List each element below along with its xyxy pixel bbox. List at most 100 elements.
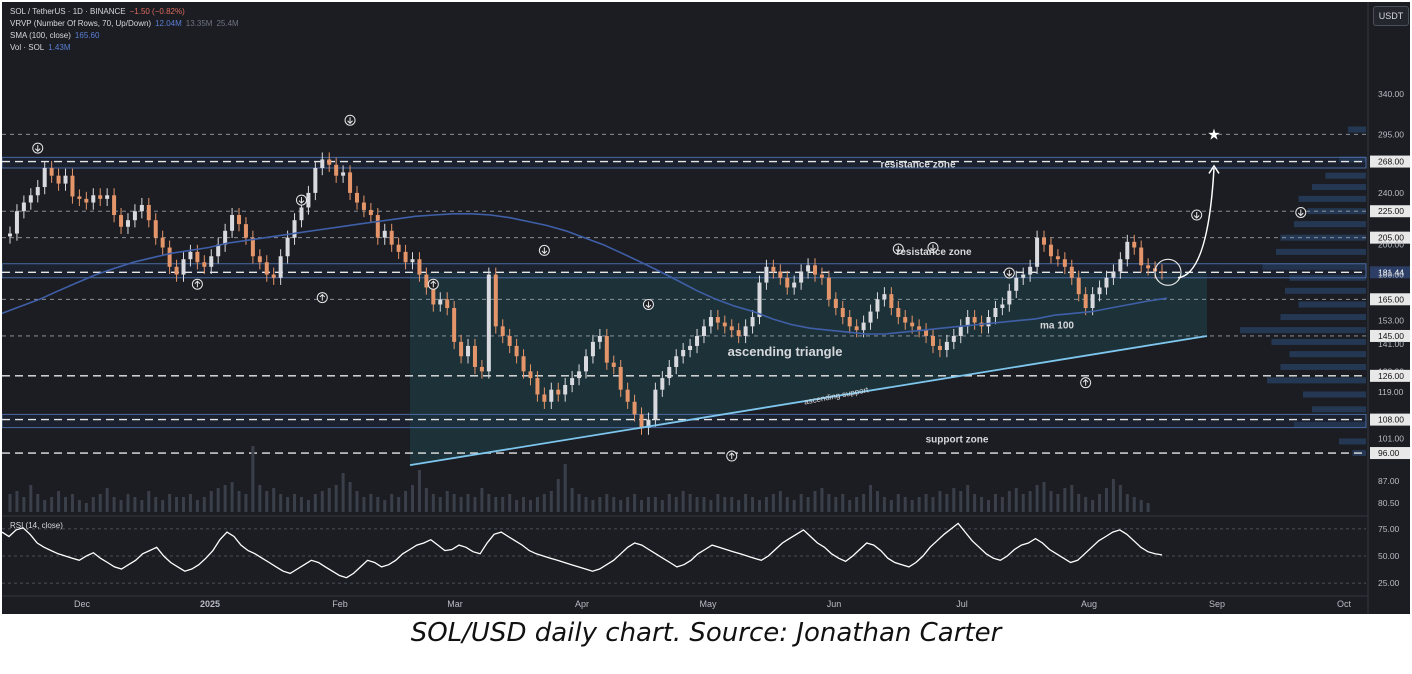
volume-bar [397,497,401,512]
volume-bar [195,500,199,512]
candle-body [799,271,804,283]
volume-bar [723,497,727,512]
candle-body [1042,237,1047,245]
candle-body [209,256,214,267]
volume-bar [1000,497,1004,512]
candle-body [708,317,713,327]
volume-bar [598,497,602,512]
candle-body [348,172,353,193]
volume-bar [792,500,796,512]
volume-bar [320,491,324,512]
volume-profile-bar [1348,126,1366,133]
volume-bar [383,500,387,512]
price-tick-level: 205.00 [1378,233,1404,243]
candle-body [98,195,103,199]
volume-bar [674,497,678,512]
rsi-line [2,522,1163,579]
volume-bar [154,497,158,512]
volume-profile-bar [1303,391,1366,398]
candle-body [965,317,970,327]
volume-bar [799,494,803,512]
ascending-triangle-area [410,272,1207,466]
candle-body [577,371,582,379]
volume-bar [952,488,956,512]
volume-bar [848,500,852,512]
candle-body [930,335,935,346]
currency-button[interactable]: USDT [1373,6,1409,26]
volume-bar [1035,485,1039,512]
candle-body [438,299,443,305]
volume-bar [653,497,657,512]
volume-bar [459,497,463,512]
price-tick: 200.00 [1378,240,1404,250]
volume-bar [265,491,269,512]
candle-body [1035,237,1040,267]
volume-bar [411,485,415,512]
projection-arrow [1177,167,1215,279]
price-tick-level: 96.00 [1378,448,1400,458]
price-tick: 87.00 [1378,476,1400,486]
candle-body [112,195,117,216]
candle-body [757,282,762,318]
volume-bar [709,500,713,512]
candle-body [972,317,977,323]
volume-profile-bar [1294,221,1366,228]
volume-bar [785,497,789,512]
price-chart[interactable]: ★ resistance zone resistance zone ascending… [2,2,1410,614]
volume-bar [341,473,345,512]
candle-body [500,326,505,336]
candle-body [493,274,498,327]
candle-body [1000,304,1005,309]
candle-body [688,345,693,351]
volume-bar [230,482,234,512]
volume-profile-bar [1280,314,1366,321]
level-tag [1370,293,1410,306]
volume-bar [862,494,866,512]
volume-bar [369,494,373,512]
volume-bar [22,497,26,512]
volume-bar [1098,494,1102,512]
volume-bar [8,494,12,512]
candle-body [181,259,186,275]
volume-bar [313,494,317,512]
candle-body [729,326,734,331]
ma-100-line [2,213,1168,335]
time-tick: Oct [1337,599,1352,609]
candle-body [271,274,276,278]
candle-body [21,202,26,212]
volume-profile-bar [1339,156,1366,163]
candle-body [1007,290,1012,305]
top-marker-icon-arrow [34,145,41,152]
candle-body [868,311,873,323]
candle-body [861,322,866,331]
candle-body [472,345,477,367]
volume-bar [98,494,102,512]
candle-body [278,256,283,278]
candle-body [993,308,998,318]
volume-bar [980,497,984,512]
volume-bar [751,497,755,512]
price-tick-current: 181.44 [1378,267,1404,277]
candle-body [660,378,665,390]
volume-label: Vol · SOL [10,43,45,52]
candle-body [84,198,89,203]
volume-bar [376,497,380,512]
volume-bar [584,497,588,512]
volume-bar [945,494,949,512]
candle-body [528,371,533,379]
candle-body [514,345,519,357]
candle-body [431,287,436,305]
candle-body [611,362,616,367]
volume-profile-bar [1285,287,1366,294]
volume-bar [744,494,748,512]
volume-bar [216,488,220,512]
rsi-tick: 50.00 [1378,551,1400,561]
candle-body [1146,265,1151,269]
volume-legend: Vol · SOL 1.43M [10,42,70,53]
volume-profile-bar [1298,301,1366,308]
candle-body [618,366,623,390]
candle-body [695,335,700,346]
candle-body [653,389,658,420]
volume-bar [633,494,637,512]
price-tick-level: 108.00 [1378,415,1404,425]
